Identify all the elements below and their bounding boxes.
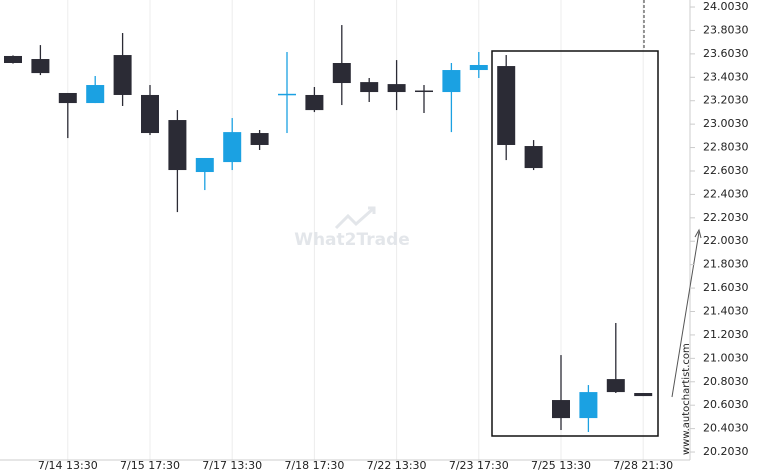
candle-body (58, 92, 77, 104)
y-tick-label: 22.4030 (703, 187, 749, 200)
x-tick-label: 7/14 13:30 (38, 459, 98, 472)
x-tick-label: 7/17 13:30 (202, 459, 262, 472)
y-tick-label: 21.8030 (703, 258, 749, 271)
y-tick-label: 21.0030 (703, 351, 749, 364)
candle-body (469, 64, 488, 71)
side-text: www.autochartist.com (681, 343, 692, 455)
y-tick-label: 23.8030 (703, 23, 749, 36)
y-tick-label: 21.4030 (703, 305, 749, 318)
candle-body (223, 132, 242, 163)
candle-body (113, 55, 132, 95)
candle-body (606, 379, 625, 393)
y-tick-label: 23.4030 (703, 70, 749, 83)
x-tick-label: 7/18 17:30 (284, 459, 344, 472)
y-tick-label: 23.2030 (703, 94, 749, 107)
arrow-head (694, 228, 702, 239)
y-tick-label: 21.6030 (703, 281, 749, 294)
candle-body (4, 55, 22, 64)
candle-body (332, 63, 351, 84)
x-tick-label: 7/22 13:30 (367, 459, 427, 472)
candle-body (524, 146, 543, 169)
y-tick-label: 22.6030 (703, 164, 749, 177)
y-tick-label: 22.2030 (703, 211, 749, 224)
candle-body (387, 84, 406, 93)
candle-body (497, 66, 516, 145)
y-tick-label: 23.0030 (703, 117, 749, 130)
candle-body (552, 400, 570, 419)
y-tick-label: 22.8030 (703, 141, 749, 154)
y-tick-label: 20.4030 (703, 422, 749, 435)
candle-body (141, 94, 159, 134)
y-tick-label: 21.2030 (703, 328, 749, 341)
candle-body (305, 94, 324, 111)
y-tick-label: 20.6030 (703, 398, 749, 411)
candle-body (442, 70, 461, 93)
watermark: What2Trade (294, 230, 410, 250)
candle-body (31, 59, 50, 74)
candle-body (360, 82, 379, 93)
y-tick-label: 20.8030 (703, 375, 749, 388)
candle-body (415, 90, 433, 93)
y-tick-label: 23.6030 (703, 47, 749, 60)
candle-body (195, 157, 214, 173)
pattern-box (491, 50, 659, 437)
forecast-arrow (671, 231, 700, 398)
y-tick-label: 20.2030 (703, 445, 749, 458)
y-tick-label: 22.0030 (703, 234, 749, 247)
x-tick-label: 7/23 17:30 (449, 459, 509, 472)
watermark-logo (334, 206, 376, 230)
candle-body (278, 93, 296, 96)
candle-body (168, 120, 187, 171)
candle-body (86, 85, 105, 104)
candle-body (579, 392, 598, 419)
x-tick-label: 7/28 21:30 (613, 459, 673, 472)
candle-body (250, 133, 269, 145)
x-tick-label: 7/25 13:30 (531, 459, 591, 472)
y-tick-label: 24.0030 (703, 0, 749, 13)
x-tick-label: 7/15 17:30 (120, 459, 180, 472)
candle-body (634, 393, 653, 397)
